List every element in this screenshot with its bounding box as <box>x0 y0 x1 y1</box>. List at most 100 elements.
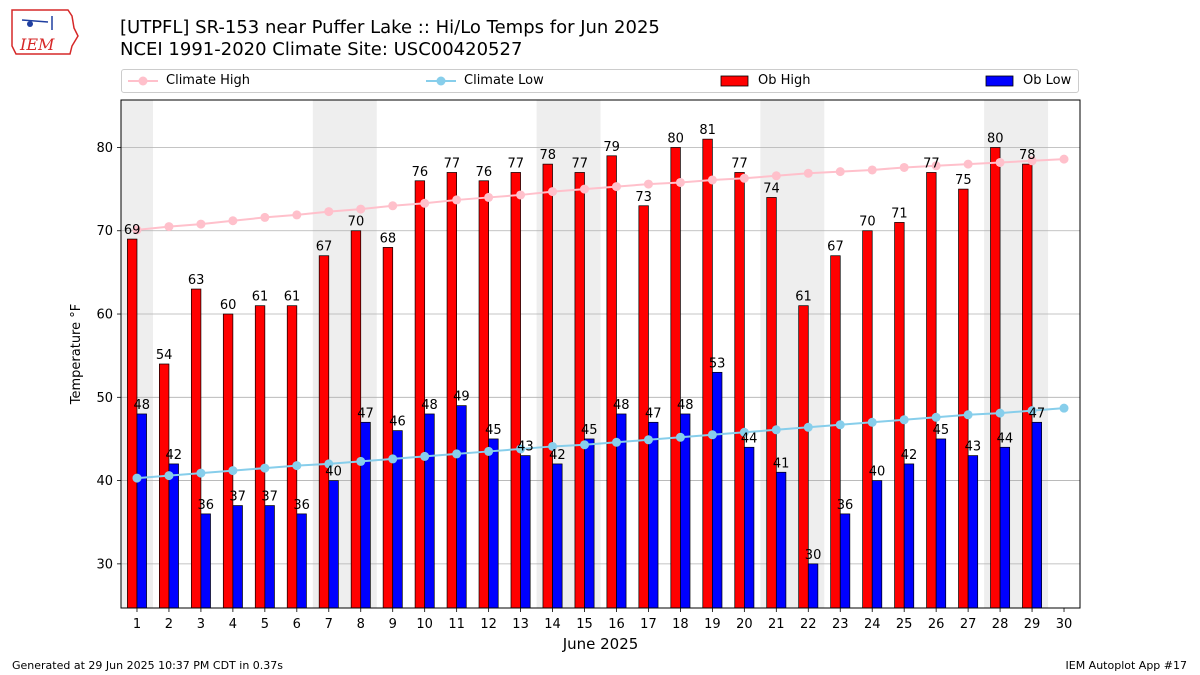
point-climate-low <box>835 420 845 430</box>
data-label: 53 <box>709 356 726 371</box>
legend-bar-swatch-icon <box>720 75 749 87</box>
bar-ob-low <box>552 463 563 609</box>
data-label: 80 <box>667 131 684 146</box>
bar-ob-high <box>830 255 841 609</box>
bar-ob-high <box>958 188 969 609</box>
data-label: 40 <box>325 465 342 480</box>
point-climate-low <box>484 446 494 456</box>
point-climate-high <box>260 212 270 222</box>
data-label: 47 <box>645 406 662 421</box>
chart-legend: Climate High Climate Low Ob High Ob Low <box>121 69 1079 93</box>
line-climate-high <box>136 158 1065 231</box>
data-label: 45 <box>933 423 950 438</box>
data-label: 76 <box>412 165 429 180</box>
legend-line-swatch-icon <box>426 76 456 86</box>
data-label: 63 <box>188 273 205 288</box>
point-climate-low <box>580 440 590 450</box>
point-climate-high <box>803 168 813 178</box>
y-tick-label: 60 <box>96 308 113 323</box>
point-climate-high <box>356 204 366 214</box>
y-axis-label: Temperature °F <box>69 304 84 405</box>
data-label: 81 <box>699 123 716 138</box>
bar-ob-low <box>839 513 851 609</box>
x-tick-label: 28 <box>992 617 1009 632</box>
legend-climate-high: Climate High <box>128 72 250 90</box>
bar-ob-low <box>200 513 211 609</box>
data-label: 76 <box>476 165 493 180</box>
x-tick-label: 5 <box>261 617 269 632</box>
x-tick-label: 14 <box>544 617 561 632</box>
bar-ob-high <box>670 147 681 609</box>
point-climate-low <box>1027 406 1037 416</box>
iem-logo: IEM <box>11 9 79 55</box>
plot-frame <box>120 99 1081 609</box>
legend-label: Climate Low <box>464 73 544 88</box>
data-label: 79 <box>603 140 620 155</box>
bar-ob-high <box>734 172 745 609</box>
bar-ob-high <box>894 222 905 609</box>
point-climate-high <box>452 195 462 205</box>
point-climate-low <box>420 451 430 461</box>
x-tick-label: 26 <box>928 617 945 632</box>
point-climate-low <box>260 463 270 473</box>
bar-ob-low <box>712 371 723 609</box>
data-label: 42 <box>901 448 918 463</box>
data-label: 75 <box>955 173 972 188</box>
point-climate-low <box>548 441 558 451</box>
data-label: 77 <box>731 156 748 171</box>
x-tick-label: 23 <box>832 617 849 632</box>
point-climate-low <box>132 473 142 483</box>
point-climate-low <box>643 435 653 445</box>
data-label: 61 <box>252 290 269 305</box>
data-label: 73 <box>635 190 652 205</box>
y-tick-label: 70 <box>96 224 113 239</box>
point-climate-high <box>484 192 494 202</box>
point-climate-low <box>292 461 302 471</box>
bar-ob-low <box>424 413 435 609</box>
point-climate-high <box>963 159 973 169</box>
bar-ob-low <box>903 463 915 609</box>
data-label: 77 <box>508 156 525 171</box>
data-label: 37 <box>261 490 278 505</box>
point-climate-low <box>228 466 238 476</box>
data-label: 71 <box>891 206 908 221</box>
data-label: 42 <box>549 448 566 463</box>
bar-ob-low <box>296 513 307 609</box>
point-climate-low <box>899 415 909 425</box>
point-climate-high <box>292 210 302 220</box>
point-climate-high <box>867 165 877 175</box>
point-climate-high <box>164 222 174 232</box>
point-climate-high <box>707 175 717 185</box>
bar-ob-high <box>510 172 521 609</box>
bar-ob-low <box>648 421 659 609</box>
legend-label: Ob Low <box>1023 73 1072 88</box>
data-label: 48 <box>613 398 630 413</box>
data-label: 80 <box>987 131 1004 146</box>
point-climate-high <box>516 190 526 200</box>
point-climate-low <box>803 422 813 432</box>
point-climate-high <box>132 225 142 235</box>
data-label: 60 <box>220 298 237 313</box>
point-climate-low <box>739 427 749 437</box>
y-tick-label: 50 <box>96 391 113 406</box>
point-climate-high <box>995 157 1005 167</box>
x-tick-label: 4 <box>229 617 237 632</box>
legend-label: Ob High <box>758 73 811 88</box>
data-label: 67 <box>827 240 844 255</box>
x-tick-label: 24 <box>864 617 881 632</box>
point-climate-high <box>388 201 398 211</box>
data-label: 47 <box>1029 406 1046 421</box>
data-label: 36 <box>197 498 214 513</box>
x-tick-label: 8 <box>357 617 365 632</box>
x-tick-label: 11 <box>448 617 465 632</box>
bar-ob-high <box>606 155 617 609</box>
point-climate-low <box>931 412 941 422</box>
bar-ob-low <box>807 563 819 609</box>
bar-ob-low <box>680 413 691 609</box>
x-tick-label: 16 <box>608 617 625 632</box>
logo-text: IEM <box>19 35 55 54</box>
point-climate-low <box>196 468 206 478</box>
y-tick-label: 40 <box>96 474 113 489</box>
x-tick-label: 27 <box>960 617 977 632</box>
